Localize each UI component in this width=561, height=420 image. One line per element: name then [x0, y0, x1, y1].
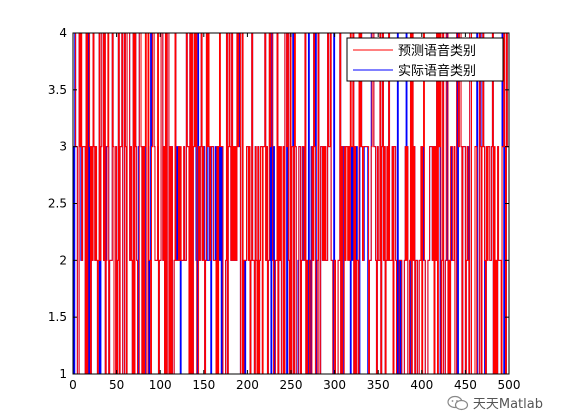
y-tick-label: 1 [59, 367, 67, 381]
legend-label-predicted: 预测语音类别 [398, 43, 476, 59]
watermark-text: 天天Matlab [472, 397, 543, 412]
y-tick-label: 3.5 [48, 83, 67, 97]
x-tick-label: 200 [236, 378, 259, 392]
x-tick-label: 450 [454, 378, 477, 392]
x-tick-label: 350 [367, 378, 390, 392]
watermark: 天天Matlab [447, 393, 543, 412]
y-tick-label: 4 [59, 26, 67, 40]
legend-box [346, 37, 504, 82]
x-tick-label: 100 [149, 378, 172, 392]
x-tick-label: 150 [192, 378, 215, 392]
wechat-icon [447, 395, 468, 410]
x-axis: 0 50 100 150 200 250 300 350 400 450 500 [69, 33, 520, 392]
legend: 预测语音类别 实际语音类别 [346, 37, 504, 82]
x-tick-label: 50 [109, 378, 124, 392]
y-axis: 1 1.5 2 2.5 3 3.5 4 [48, 26, 509, 381]
x-tick-label: 400 [410, 378, 433, 392]
y-tick-label: 2.5 [48, 197, 67, 211]
x-tick-label: 500 [498, 378, 521, 392]
x-tick-label: 0 [69, 378, 77, 392]
x-tick-label: 300 [323, 378, 346, 392]
legend-label-actual: 实际语音类别 [398, 63, 476, 79]
y-tick-label: 1.5 [48, 310, 67, 324]
y-tick-label: 2 [59, 253, 67, 267]
y-tick-label: 3 [59, 140, 67, 154]
x-tick-label: 250 [280, 378, 303, 392]
